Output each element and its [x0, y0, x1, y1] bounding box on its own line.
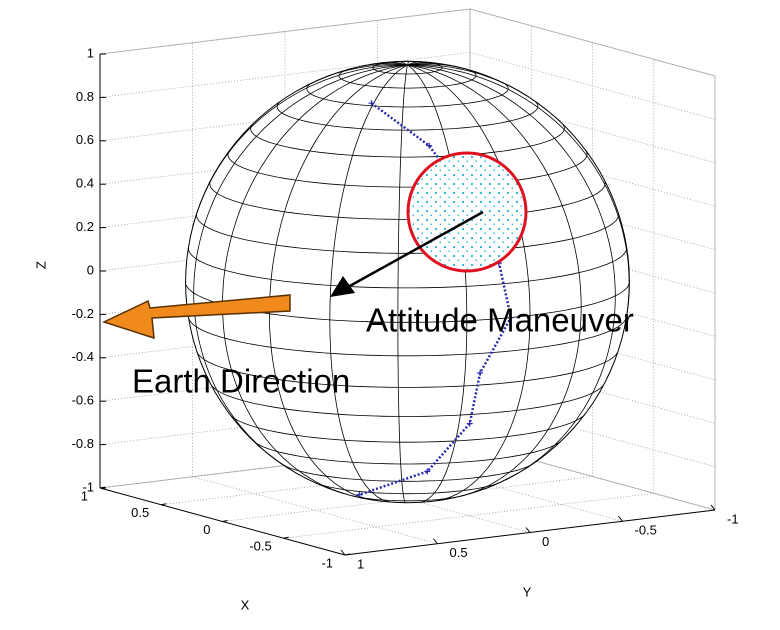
tick-mark	[340, 549, 346, 556]
sphere-grid	[314, 482, 500, 495]
sphere-grid	[316, 64, 408, 82]
z-tick-label: -0.4	[72, 349, 94, 364]
sphere-grid	[268, 64, 408, 501]
tick-mark	[710, 504, 716, 511]
sphere-grid	[196, 351, 619, 388]
sphere-grid	[281, 463, 533, 482]
x-axis-label: X	[241, 597, 250, 612]
maneuver-arrow-head	[330, 276, 355, 297]
x-tick-label: 1	[81, 488, 88, 503]
trajectory-point	[466, 420, 473, 427]
sphere-grid	[329, 64, 408, 503]
grid-line	[99, 8, 471, 55]
sphere-grid	[253, 440, 561, 465]
tick-mark	[161, 503, 167, 506]
x-tick-label: 0	[203, 522, 210, 537]
sphere-grid	[196, 214, 619, 254]
sphere-grid	[209, 180, 606, 220]
tick-mark	[99, 486, 106, 489]
z-tick-label: -0.2	[72, 306, 94, 321]
z-tick-label: 1	[87, 45, 94, 60]
grid-line	[283, 492, 654, 539]
tick-mark	[525, 527, 531, 533]
axis-labels: X Y Z	[33, 261, 531, 612]
z-tick-label: -1	[82, 479, 94, 494]
annotations: Attitude Maneuver Earth Direction	[101, 151, 634, 400]
annotation: Earth Direction	[132, 363, 350, 400]
z-tick-label: 0.6	[76, 132, 94, 147]
sphere	[185, 60, 630, 504]
tick-mark	[344, 553, 351, 556]
grid-line	[469, 8, 716, 77]
y-tick-label: 1	[357, 556, 364, 571]
annotation: Attitude Maneuver	[366, 302, 634, 339]
sphere-grid	[306, 82, 509, 108]
z-tick-label: 0	[87, 262, 94, 277]
trajectory-point	[356, 491, 363, 498]
earth-arrow	[101, 294, 291, 340]
y-tick-label: -1	[727, 511, 739, 526]
sphere-grid	[188, 318, 627, 357]
sphere-grid	[407, 64, 531, 502]
z-axis-label: Z	[33, 261, 48, 269]
trajectory-point	[424, 468, 431, 475]
tick-mark	[283, 536, 289, 539]
y-axis-label: Y	[523, 584, 532, 599]
x-tick-label: 0.5	[131, 505, 149, 520]
sphere-grid	[407, 64, 468, 503]
x-tick-label: -1	[321, 555, 333, 570]
sphere-grid	[397, 64, 408, 503]
maneuver-arrow-shaft	[347, 210, 484, 289]
grid-line	[192, 476, 438, 545]
sphere-grid	[407, 64, 616, 481]
tick-mark	[618, 515, 623, 522]
sphere-grid	[407, 64, 528, 97]
x-tick-label: -0.5	[249, 539, 271, 554]
tick-mark	[222, 520, 228, 522]
tick-mark	[433, 538, 438, 545]
sphere-grid	[231, 413, 586, 443]
z-tick-label: -0.6	[72, 393, 94, 408]
sphere-grid	[407, 64, 630, 329]
z-tick-label: 0.8	[76, 89, 94, 104]
sphere-grid	[250, 124, 565, 158]
trajectory-point	[368, 100, 375, 107]
y-tick-label: 0.5	[450, 545, 468, 560]
trajectory-point	[507, 314, 514, 321]
sphere-grid	[211, 385, 604, 417]
trajectory-point	[477, 369, 484, 376]
sphere-grid	[351, 495, 463, 502]
sphere-grid	[222, 64, 408, 494]
z-tick-label: -0.8	[72, 436, 94, 451]
y-tick-label: -0.5	[635, 523, 657, 538]
sphere-grid	[188, 247, 627, 289]
sphere-grid	[338, 68, 477, 89]
y-tick-label: 0	[542, 534, 549, 549]
z-tick-label: 0.2	[76, 219, 94, 234]
sphere-grid	[372, 61, 443, 75]
z-tick-label: 0.4	[76, 176, 94, 191]
maneuver-circle	[406, 151, 528, 273]
trajectory-point	[426, 142, 433, 149]
